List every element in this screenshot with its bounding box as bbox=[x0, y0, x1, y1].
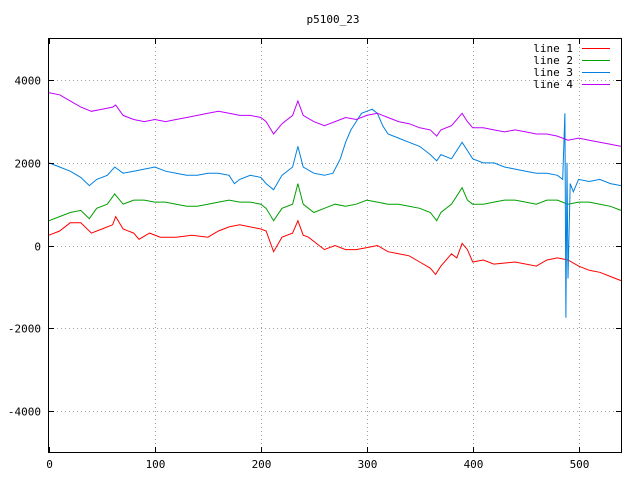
legend-label-3: line 3 bbox=[533, 66, 573, 79]
y-tick-label: -4000 bbox=[8, 406, 41, 419]
y-tick-label: 4000 bbox=[15, 75, 42, 88]
x-tick-label: 100 bbox=[146, 458, 166, 471]
y-tick-label: 2000 bbox=[15, 158, 42, 171]
axis-ticks: 0 100 200 300 400 500 -4000 -2000 0 2000 4000 bbox=[8, 39, 621, 471]
series-line-1 bbox=[48, 215, 622, 282]
plot-frame bbox=[48, 38, 622, 453]
legend-label-1: line 1 bbox=[533, 42, 573, 55]
y-tick-label: 0 bbox=[34, 241, 41, 254]
series-line-3 bbox=[48, 108, 622, 318]
series-line-2 bbox=[48, 183, 622, 222]
grid bbox=[49, 39, 621, 452]
x-tick-label: 0 bbox=[46, 458, 53, 471]
x-tick-label: 300 bbox=[358, 458, 378, 471]
legend-label-2: line 2 bbox=[533, 54, 573, 67]
y-tick-label: -2000 bbox=[8, 323, 41, 336]
x-tick-label: 500 bbox=[570, 458, 590, 471]
series-layer bbox=[48, 92, 622, 318]
x-tick-label: 400 bbox=[464, 458, 484, 471]
chart-title: p5100_23 bbox=[307, 13, 360, 26]
series-line-4 bbox=[48, 92, 622, 147]
x-tick-label: 200 bbox=[252, 458, 272, 471]
legend-label-4: line 4 bbox=[533, 78, 573, 91]
